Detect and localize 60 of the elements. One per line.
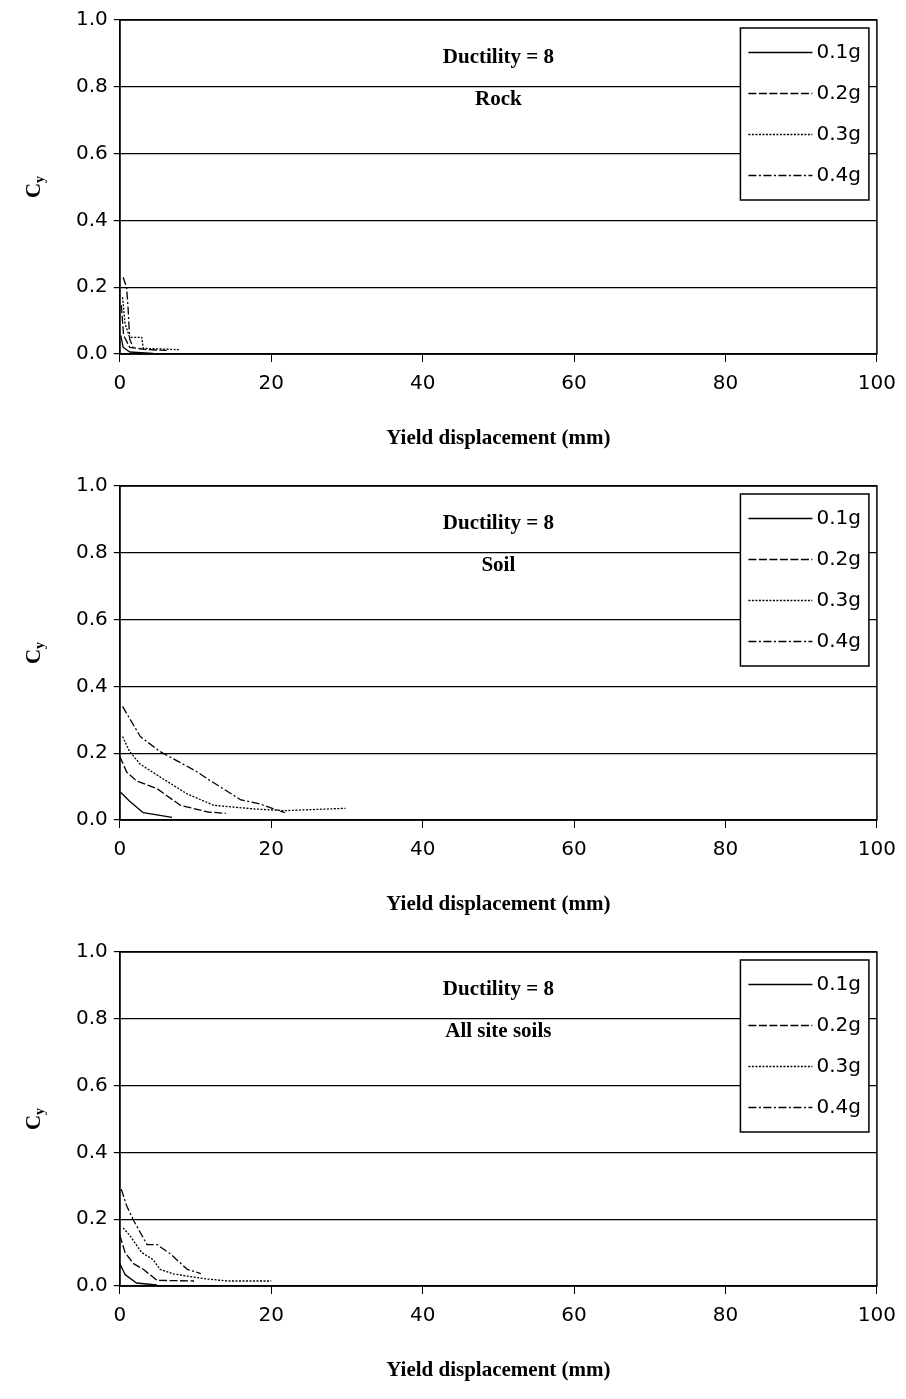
x-tick-label: 60 bbox=[561, 370, 587, 395]
annotation: Soil bbox=[481, 552, 516, 577]
x-axis-title: Yield displacement (mm) bbox=[386, 425, 611, 450]
y-tick-label: 0.4 bbox=[75, 672, 108, 697]
legend-label: 0.4g bbox=[816, 161, 861, 186]
x-tick-label: 80 bbox=[712, 1302, 739, 1327]
y-tick-label: 1.0 bbox=[75, 472, 108, 497]
annotation: Ductility = 8 bbox=[442, 44, 554, 69]
legend-label: 0.1g bbox=[816, 970, 861, 995]
y-tick-label: 0.2 bbox=[75, 1205, 108, 1230]
x-tick-label: 80 bbox=[712, 836, 739, 861]
y-axis-title: Cy bbox=[21, 1107, 48, 1131]
legend-label: 0.2g bbox=[816, 545, 861, 570]
x-tick-label: 0 bbox=[113, 1302, 127, 1327]
y-axis-title: Cy bbox=[21, 175, 48, 199]
y-tick-label: 0.8 bbox=[75, 539, 108, 563]
x-axis-title: Yield displacement (mm) bbox=[386, 891, 611, 916]
y-tick-label: 1.0 bbox=[75, 6, 108, 31]
y-axis-title: Cy bbox=[21, 641, 48, 665]
legend-label: 0.3g bbox=[816, 1052, 861, 1077]
annotation: All site soils bbox=[445, 1018, 552, 1043]
annotation: Ductility = 8 bbox=[442, 976, 554, 1001]
legend-label: 0.3g bbox=[816, 586, 861, 611]
annotation: Ductility = 8 bbox=[442, 510, 554, 535]
legend-label: 0.1g bbox=[816, 504, 861, 529]
legend-label: 0.2g bbox=[816, 1011, 861, 1036]
legend-label: 0.4g bbox=[816, 627, 861, 652]
x-tick-label: 0 bbox=[113, 370, 127, 395]
annotation: Rock bbox=[475, 86, 523, 111]
y-tick-label: 0.8 bbox=[75, 73, 108, 97]
y-tick-label: 0.6 bbox=[75, 139, 108, 164]
legend-label: 0.1g bbox=[816, 38, 861, 63]
y-tick-label: 1.0 bbox=[75, 938, 108, 963]
y-tick-label: 0.0 bbox=[75, 340, 108, 365]
y-tick-label: 0.6 bbox=[75, 1071, 108, 1096]
x-axis-title: Yield displacement (mm) bbox=[386, 1357, 611, 1382]
legend-label: 0.4g bbox=[816, 1093, 861, 1118]
x-tick-label: 80 bbox=[712, 370, 739, 395]
x-tick-label: 40 bbox=[409, 370, 436, 395]
y-tick-label: 0.6 bbox=[75, 605, 108, 630]
x-tick-label: 100 bbox=[857, 370, 897, 395]
y-tick-label: 0.4 bbox=[75, 206, 108, 231]
x-tick-label: 40 bbox=[409, 1302, 436, 1327]
y-tick-label: 0.4 bbox=[75, 1138, 108, 1163]
legend-label: 0.2g bbox=[816, 79, 861, 104]
y-tick-label: 0.2 bbox=[75, 739, 108, 764]
x-tick-label: 0 bbox=[113, 836, 127, 861]
x-tick-label: 40 bbox=[409, 836, 436, 861]
legend-label: 0.3g bbox=[816, 120, 861, 145]
y-tick-label: 0.8 bbox=[75, 1005, 108, 1029]
x-tick-label: 60 bbox=[561, 1302, 587, 1327]
x-tick-label: 100 bbox=[857, 1302, 897, 1327]
x-tick-label: 20 bbox=[258, 836, 284, 861]
y-tick-label: 0.2 bbox=[75, 273, 108, 298]
x-tick-label: 60 bbox=[561, 836, 587, 861]
y-tick-label: 0.0 bbox=[75, 806, 108, 831]
y-tick-label: 0.0 bbox=[75, 1272, 108, 1297]
x-tick-label: 100 bbox=[857, 836, 897, 861]
x-tick-label: 20 bbox=[258, 370, 284, 395]
x-tick-label: 20 bbox=[258, 1302, 284, 1327]
